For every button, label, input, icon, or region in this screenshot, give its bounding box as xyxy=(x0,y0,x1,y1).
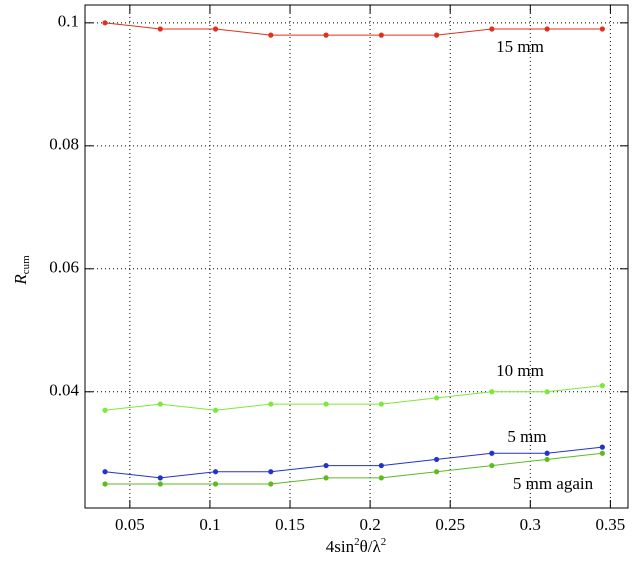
data-point xyxy=(157,481,163,487)
data-point xyxy=(599,383,605,389)
x-tick-label: 0.2 xyxy=(359,515,380,534)
data-point xyxy=(378,401,384,407)
data-point xyxy=(378,32,384,38)
data-point xyxy=(212,469,219,475)
data-point xyxy=(212,481,219,487)
data-point xyxy=(544,450,550,456)
plot-frame xyxy=(84,4,629,509)
series-label: 5 mm xyxy=(507,427,546,446)
data-point xyxy=(268,469,274,475)
data-point xyxy=(433,395,440,401)
data-point xyxy=(544,389,550,395)
data-point xyxy=(323,32,329,38)
x-tick-label: 0.05 xyxy=(115,515,145,534)
data-point xyxy=(433,469,440,475)
data-point xyxy=(102,20,108,26)
data-point xyxy=(323,462,329,469)
x-tick-label: 0.1 xyxy=(199,515,220,534)
x-tick-label: 0.3 xyxy=(520,515,541,534)
data-point xyxy=(323,401,329,407)
data-point xyxy=(378,475,384,481)
series-line xyxy=(104,385,603,411)
data-point xyxy=(157,401,163,407)
data-point xyxy=(102,481,108,487)
data-point xyxy=(212,407,219,413)
data-point xyxy=(102,407,108,413)
data-point xyxy=(544,456,550,463)
x-axis-label: 4sin2θ/λ2 xyxy=(326,536,386,556)
data-point xyxy=(212,26,219,32)
data-point xyxy=(323,475,329,481)
x-axis-label-part: 4sin xyxy=(326,537,355,556)
data-point xyxy=(433,456,440,463)
y-axis-label: Rcum xyxy=(11,255,32,286)
data-point xyxy=(599,444,605,450)
x-axis-label-part: 2 xyxy=(354,536,360,548)
data-point xyxy=(268,481,274,487)
data-point xyxy=(489,26,495,32)
x-tick-label: 0.35 xyxy=(596,515,626,534)
data-point xyxy=(268,32,274,38)
y-tick-label: 0.08 xyxy=(49,135,79,154)
x-axis-label-part: 2 xyxy=(381,536,387,548)
x-tick-label: 0.25 xyxy=(435,515,465,534)
series-line xyxy=(105,452,603,485)
y-axis-label-sub: cum xyxy=(20,255,32,274)
y-axis-label-main: R xyxy=(11,274,30,286)
data-point xyxy=(489,450,495,456)
x-tick-label: 0.15 xyxy=(275,515,305,534)
data-point xyxy=(599,26,605,32)
y-tick-label: 0.04 xyxy=(49,381,79,400)
data-point xyxy=(378,462,384,469)
data-point xyxy=(433,32,440,38)
data-point xyxy=(544,26,550,32)
y-tick-label: 0.06 xyxy=(49,258,79,277)
series-line xyxy=(104,446,603,479)
data-point xyxy=(489,389,495,395)
data-point xyxy=(268,401,274,407)
series-label: 10 mm xyxy=(496,361,544,380)
x-axis-label-part: θ/λ xyxy=(360,537,382,556)
data-point xyxy=(489,462,495,469)
data-point xyxy=(599,450,605,456)
data-point xyxy=(102,469,108,475)
y-tick-label: 0.1 xyxy=(58,12,79,31)
series-label: 15 mm xyxy=(496,37,544,56)
data-point xyxy=(157,26,163,32)
series-line xyxy=(104,22,603,36)
series-label: 5 mm again xyxy=(513,474,594,493)
data-point xyxy=(157,475,163,481)
